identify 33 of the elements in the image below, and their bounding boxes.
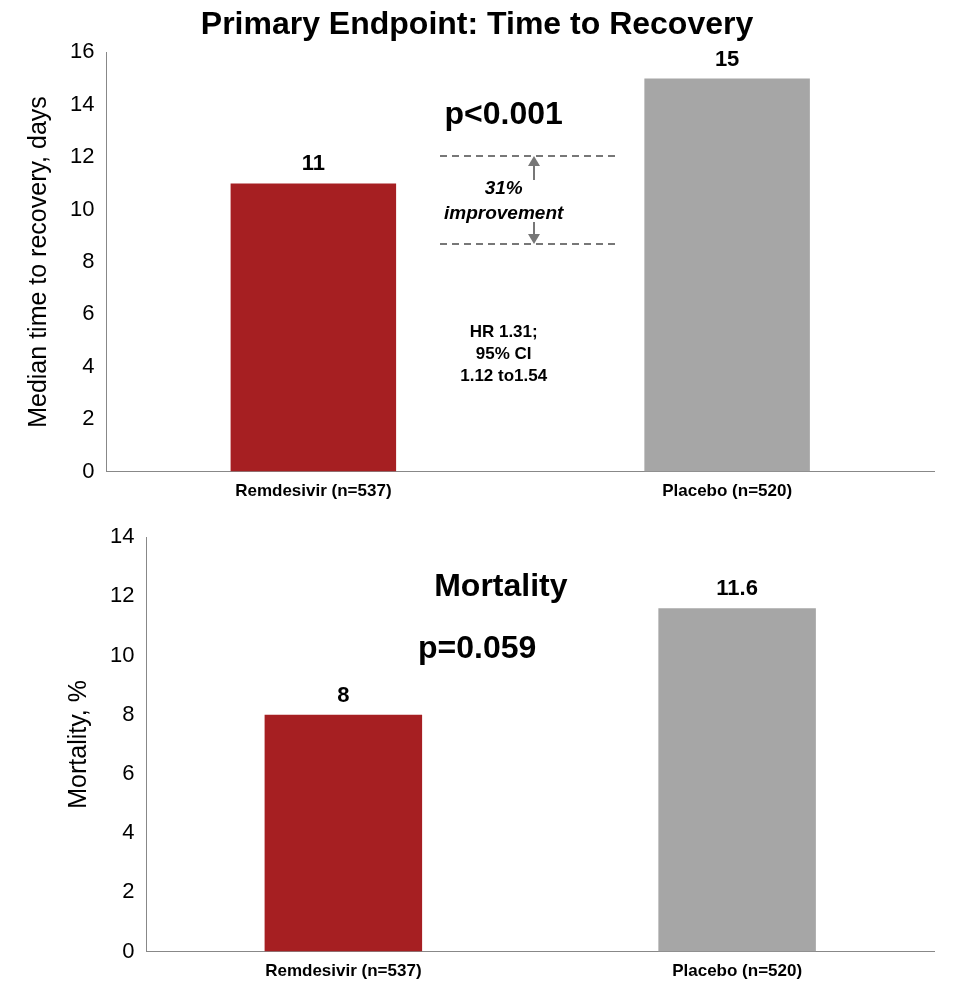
y-tick-label: 12 [109,582,135,608]
data-label: 15 [714,45,740,71]
y-tick-label: 0 [122,937,135,963]
annotation: p<0.001 [444,95,563,132]
chart-title: Primary Endpoint: Time to Recovery [200,5,754,42]
y-tick-label: 4 [122,819,135,845]
data-label: 8 [337,681,350,707]
x-tick-label: Remdesivir (n=537) [265,961,422,981]
x-tick-label: Remdesivir (n=537) [235,481,392,501]
y-tick-label: 4 [82,352,95,378]
y-tick-label: 6 [82,300,95,326]
y-tick-label: 2 [122,878,135,904]
y-tick-label: 10 [109,641,135,667]
y-tick-label: 10 [69,195,95,221]
y-tick-label: 8 [122,700,135,726]
y-tick-label: 16 [69,38,95,64]
x-tick-label: Placebo (n=520) [662,481,793,501]
text: Mortality [434,566,568,603]
annotation: p=0.059 [418,628,537,665]
y-tick-label: 12 [69,143,95,169]
y-tick-label: 8 [82,248,95,274]
x-tick-label: Placebo (n=520) [672,961,803,981]
y-tick-label: 0 [82,457,95,483]
annotation: HR 1.31; 95% CI 1.12 to1.54 [460,321,548,386]
y-tick-label: 2 [82,405,95,431]
y-tick-label: 14 [69,90,95,116]
y-tick-label: 6 [122,760,135,786]
y-axis-title: Mortality, % [62,680,91,809]
data-label: 11.6 [716,575,758,601]
data-label: 11 [301,150,325,176]
y-axis-title: Median time to recovery, days [22,96,51,428]
y-tick-label: 14 [109,523,135,549]
annotation: 31% improvement [444,177,565,223]
